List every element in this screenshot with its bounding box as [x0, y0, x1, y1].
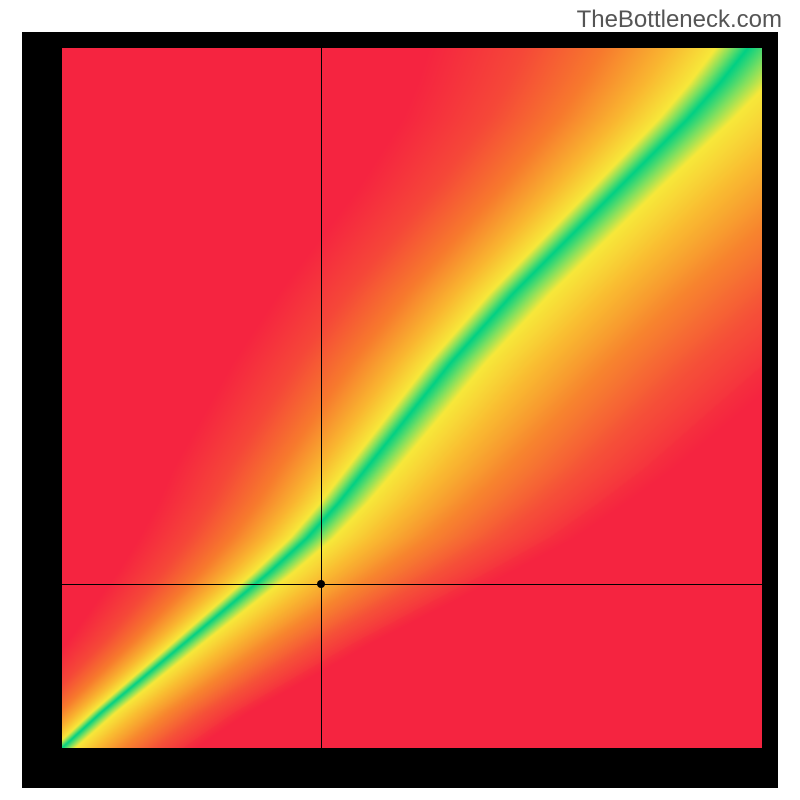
heatmap-canvas — [62, 48, 762, 748]
crosshair-vertical — [321, 48, 322, 748]
crosshair-horizontal — [62, 584, 762, 585]
chart-frame — [22, 32, 778, 788]
watermark: TheBottleneck.com — [577, 6, 782, 34]
crosshair-marker — [317, 580, 325, 588]
plot-area — [62, 48, 762, 748]
